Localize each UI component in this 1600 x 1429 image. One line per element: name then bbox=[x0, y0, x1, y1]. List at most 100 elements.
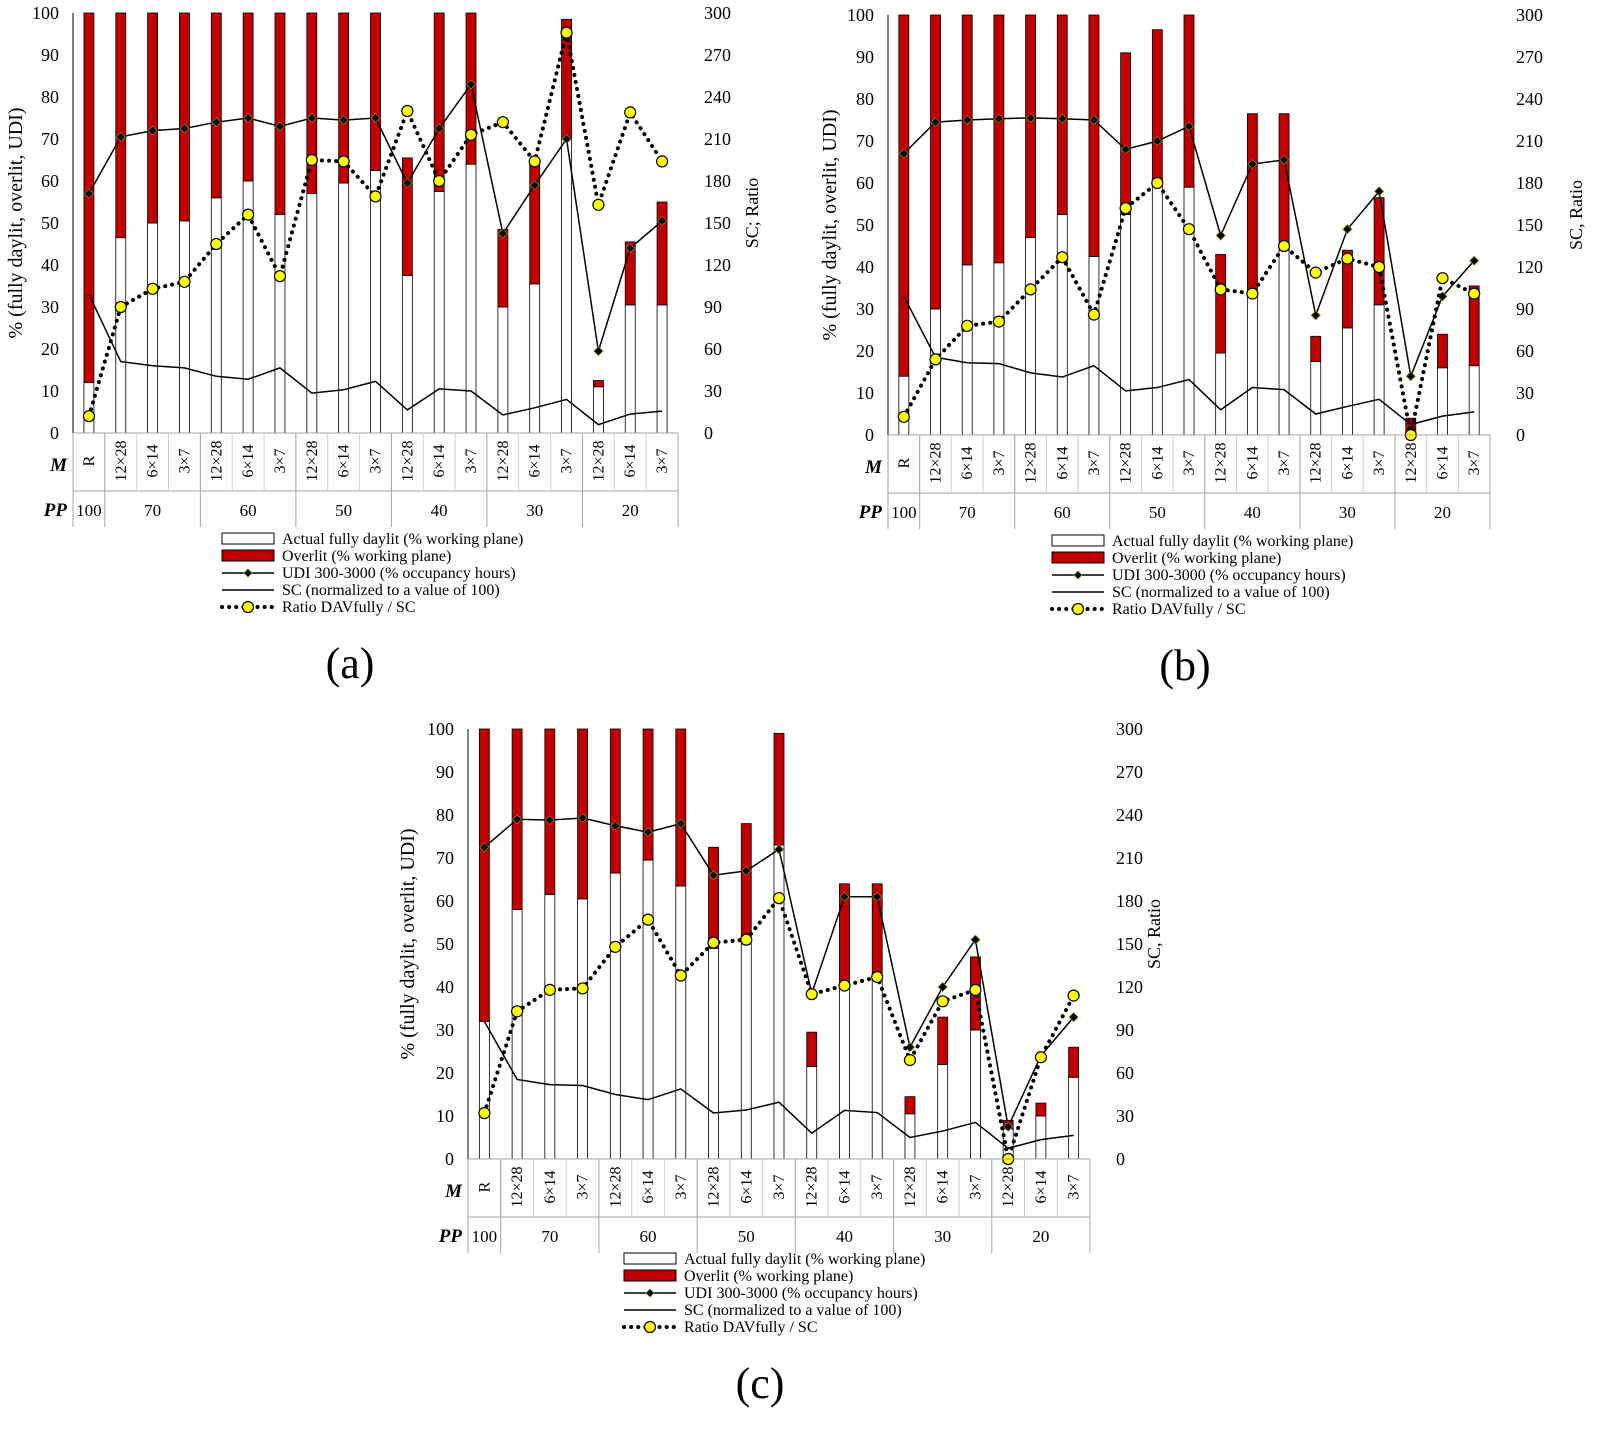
y-axis-title-left: % (fully daylit, overlit, UDI) bbox=[5, 107, 27, 338]
x-tick-label: 12×28 bbox=[113, 440, 130, 481]
legend-label-udi: UDI 300-3000 (% occupancy hours) bbox=[282, 565, 516, 582]
marker-udi bbox=[839, 891, 850, 902]
bar-actual-fully-daylit bbox=[1278, 249, 1290, 436]
bar-overlit bbox=[708, 846, 719, 949]
x-tick-label: 12×28 bbox=[928, 442, 945, 483]
x-tick-label: 6×14 bbox=[1244, 446, 1261, 479]
legend-swatch-udi-marker bbox=[1073, 570, 1083, 580]
x-tick-label: 12×28 bbox=[804, 1166, 821, 1207]
bar-actual-fully-daylit bbox=[1246, 293, 1258, 436]
marker-ratio bbox=[464, 128, 478, 141]
bar-actual-fully-daylit bbox=[306, 193, 318, 434]
marker-ratio bbox=[1341, 252, 1354, 265]
marker-udi bbox=[937, 981, 948, 993]
y-tick-label-right: 300 bbox=[704, 3, 731, 23]
bar-overlit bbox=[210, 12, 222, 199]
pp-group-label: 100 bbox=[891, 503, 917, 522]
x-tick-label: 3×7 bbox=[654, 448, 671, 473]
x-tick-label: 3×7 bbox=[771, 1174, 788, 1199]
x-tick-label: 12×28 bbox=[1403, 442, 1420, 483]
legend-label-actual: Actual fully daylit (% working plane) bbox=[684, 1251, 925, 1268]
marker-ratio bbox=[576, 982, 589, 995]
y-tick-label-left: 0 bbox=[445, 1149, 454, 1169]
marker-ratio bbox=[1087, 308, 1101, 321]
bar-actual-fully-daylit bbox=[179, 220, 190, 434]
marker-ratio bbox=[609, 940, 622, 953]
pp-group-label: 70 bbox=[959, 503, 976, 522]
y-tick-label-left: 20 bbox=[41, 339, 59, 359]
y-tick-label-left: 80 bbox=[856, 89, 874, 109]
marker-udi bbox=[642, 827, 654, 838]
marker-udi bbox=[1405, 371, 1416, 382]
bar-actual-fully-daylit bbox=[577, 898, 588, 1160]
marker-udi bbox=[773, 844, 785, 855]
marker-ratio bbox=[992, 315, 1005, 328]
y-tick-label-left: 70 bbox=[856, 131, 874, 151]
x-tick-label: 12×28 bbox=[1118, 442, 1135, 483]
bar-actual-fully-daylit bbox=[656, 304, 668, 434]
pp-group-label: 20 bbox=[1434, 503, 1451, 522]
legend-swatch-overlit bbox=[221, 549, 275, 562]
y-tick-label-right: 270 bbox=[1116, 762, 1143, 782]
marker-udi bbox=[930, 117, 941, 128]
legend-label-actual: Actual fully daylit (% working plane) bbox=[282, 531, 523, 548]
marker-ratio bbox=[82, 410, 96, 423]
marker-ratio bbox=[273, 270, 287, 283]
pp-group-label: 30 bbox=[1339, 503, 1356, 522]
marker-udi bbox=[1057, 113, 1068, 124]
marker-ratio bbox=[1056, 251, 1069, 264]
bar-actual-fully-daylit bbox=[465, 163, 477, 434]
bar-actual-fully-daylit bbox=[806, 1066, 818, 1160]
bar-actual-fully-daylit bbox=[338, 182, 350, 434]
x-tick-label: 6×14 bbox=[527, 444, 544, 477]
bar-overlit bbox=[740, 823, 752, 945]
marker-ratio bbox=[1246, 287, 1259, 300]
bar-actual-fully-daylit bbox=[433, 191, 445, 434]
bar-overlit bbox=[1151, 29, 1163, 180]
marker-udi bbox=[625, 243, 636, 254]
y-tick-label-left: 20 bbox=[436, 1063, 454, 1083]
y-tick-label-right: 180 bbox=[1516, 173, 1543, 193]
bar-actual-fully-daylit bbox=[274, 214, 286, 434]
marker-udi bbox=[529, 180, 540, 191]
x-tick-label: 3×7 bbox=[1066, 1174, 1083, 1199]
pp-group-label: 60 bbox=[1054, 503, 1071, 522]
bar-actual-fully-daylit bbox=[147, 222, 159, 434]
bar-actual-fully-daylit bbox=[544, 894, 556, 1160]
y-tick-label-right: 30 bbox=[1516, 383, 1534, 403]
pp-group-label: 50 bbox=[335, 501, 352, 520]
y-tick-label-left: 30 bbox=[41, 297, 59, 317]
marker-ratio bbox=[1034, 1051, 1047, 1064]
y-tick-label-left: 40 bbox=[856, 257, 874, 277]
marker-udi bbox=[1278, 154, 1290, 165]
bar-overlit bbox=[609, 728, 621, 874]
marker-udi bbox=[1025, 112, 1036, 123]
marker-ratio bbox=[641, 913, 655, 926]
x-tick-label: 6×14 bbox=[836, 1170, 853, 1203]
marker-udi bbox=[970, 934, 981, 945]
y-tick-label-left: 0 bbox=[865, 425, 874, 445]
y-tick-label-right: 180 bbox=[1116, 891, 1143, 911]
legend-label-overlit: Overlit (% working plane) bbox=[1112, 550, 1281, 567]
marker-udi bbox=[1183, 121, 1195, 132]
marker-ratio bbox=[543, 983, 556, 996]
y-tick-label-right: 30 bbox=[704, 381, 722, 401]
bar-overlit bbox=[370, 12, 381, 171]
y-tick-label-right: 60 bbox=[704, 339, 722, 359]
marker-ratio bbox=[969, 983, 982, 996]
y-tick-label-left: 50 bbox=[436, 934, 454, 954]
y-tick-label-right: 60 bbox=[1516, 341, 1534, 361]
y-tick-label-left: 70 bbox=[436, 848, 454, 868]
y-tick-label-left: 70 bbox=[41, 129, 59, 149]
pp-group-label: 100 bbox=[76, 501, 102, 520]
y-axis-title-right: SC, Ratio bbox=[1144, 899, 1164, 969]
line-sc bbox=[88, 294, 663, 426]
bar-actual-fully-daylit bbox=[993, 262, 1005, 436]
x-tick-label: 6×14 bbox=[542, 1170, 559, 1203]
bar-overlit bbox=[592, 380, 604, 388]
marker-ratio bbox=[146, 282, 159, 295]
bar-actual-fully-daylit bbox=[115, 237, 127, 434]
bar-actual-fully-daylit bbox=[1151, 178, 1163, 436]
y-tick-label-right: 300 bbox=[1116, 719, 1143, 739]
x-tick-label: 6×14 bbox=[240, 444, 257, 477]
